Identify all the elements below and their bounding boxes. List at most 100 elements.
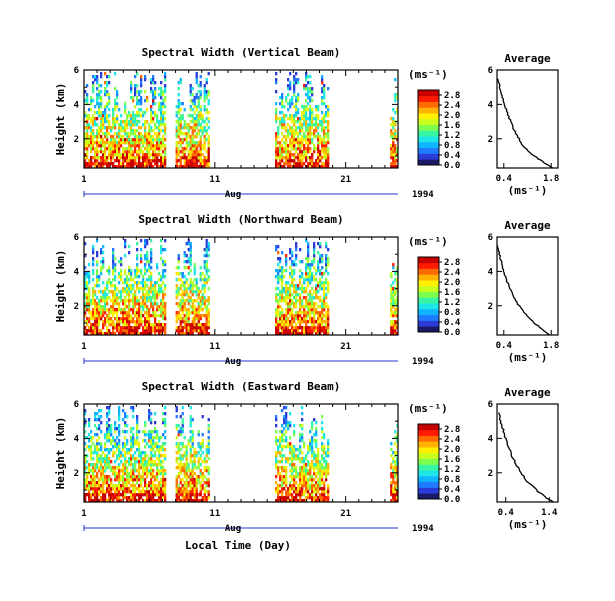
heatmap-cell xyxy=(100,165,103,169)
heatmap-cell xyxy=(96,144,99,148)
heatmap-cell xyxy=(164,84,167,88)
heatmap-cell xyxy=(179,305,182,309)
heatmap-cell xyxy=(295,448,298,452)
heatmap-cell xyxy=(293,499,296,503)
heatmap-cell xyxy=(199,487,202,491)
heatmap-cell xyxy=(283,329,286,333)
heatmap-cell xyxy=(205,111,208,115)
heatmap-cell xyxy=(285,302,288,306)
heatmap-cell xyxy=(92,248,95,252)
heatmap-cell xyxy=(90,326,93,330)
heatmap-cell xyxy=(92,257,95,261)
heatmap-cell xyxy=(193,156,196,160)
heatmap-cell xyxy=(84,448,87,452)
heatmap-cell xyxy=(187,248,190,252)
heatmap-cell xyxy=(106,448,109,452)
heatmap-cell xyxy=(152,150,155,154)
heatmap-cell xyxy=(394,123,397,127)
heatmap-cell xyxy=(138,490,141,494)
heatmap-cell xyxy=(142,287,145,291)
heatmap-cell xyxy=(164,165,167,169)
heatmap-cell xyxy=(148,308,151,312)
heatmap-cell xyxy=(319,478,322,482)
heatmap-cell xyxy=(317,478,320,482)
heatmap-cell xyxy=(315,129,318,133)
heatmap-cell xyxy=(102,120,105,124)
heatmap-cell xyxy=(160,323,163,327)
heatmap-cell xyxy=(140,314,143,318)
heatmap-cell xyxy=(128,251,131,255)
heatmap-cell xyxy=(275,299,278,303)
heatmap-cell xyxy=(185,320,188,324)
heatmap-cell xyxy=(88,493,91,497)
heatmap-cell xyxy=(181,427,184,431)
heatmap-cell xyxy=(150,305,153,309)
heatmap-cell xyxy=(195,72,198,76)
heatmap-cell xyxy=(128,326,131,330)
heatmap-cell xyxy=(207,248,210,252)
heatmap-cell xyxy=(177,132,180,136)
heatmap-cell xyxy=(162,117,165,121)
heatmap-cell xyxy=(305,99,308,103)
heatmap-cell xyxy=(203,332,206,336)
heatmap-cell xyxy=(116,156,119,160)
heatmap-cell xyxy=(116,493,119,497)
heatmap-cell xyxy=(281,165,284,169)
heatmap-cell xyxy=(114,99,117,103)
heatmap-cell xyxy=(323,162,326,166)
heatmap-cell xyxy=(88,290,91,294)
heatmap-cell xyxy=(156,147,159,151)
heatmap-cell xyxy=(275,81,278,85)
heatmap-cell xyxy=(148,123,151,127)
heatmap-cell xyxy=(199,153,202,157)
heatmap-cell xyxy=(313,305,316,309)
heatmap-cell xyxy=(195,144,198,148)
heatmap-cell xyxy=(96,254,99,258)
heatmap-cell xyxy=(321,87,324,91)
heatmap-cell xyxy=(325,287,328,291)
heatmap-cell xyxy=(132,156,135,160)
heatmap-cell xyxy=(195,153,198,157)
heatmap-cell xyxy=(96,484,99,488)
heatmap-cell xyxy=(191,108,194,112)
heatmap-cell xyxy=(92,329,95,333)
heatmap-cell xyxy=(108,439,111,443)
heatmap-cell xyxy=(110,332,113,336)
heatmap-cell xyxy=(118,275,121,279)
heatmap-cell xyxy=(293,487,296,491)
heatmap-cell xyxy=(90,299,93,303)
heatmap-cell xyxy=(86,308,89,312)
heatmap-cell xyxy=(285,153,288,157)
heatmap-cell xyxy=(106,165,109,169)
heatmap-cell xyxy=(285,269,288,273)
heatmap-cell xyxy=(84,156,87,160)
heatmap-cell xyxy=(114,108,117,112)
heatmap-cell xyxy=(323,90,326,94)
heatmap-cell xyxy=(122,490,125,494)
heatmap-cell xyxy=(98,469,101,473)
heatmap-cell xyxy=(130,460,133,464)
heatmap-cell xyxy=(134,469,137,473)
heatmap-cell xyxy=(275,153,278,157)
heatmap-cell xyxy=(108,296,111,300)
heatmap-cell xyxy=(289,150,292,154)
heatmap-cell xyxy=(321,126,324,130)
heatmap-cell xyxy=(195,314,198,318)
heatmap-cell xyxy=(199,272,202,276)
heatmap-cell xyxy=(323,281,326,285)
heatmap-cell xyxy=(323,493,326,497)
heatmap-cell xyxy=(96,99,99,103)
heatmap-cell xyxy=(86,132,89,136)
heatmap-cell xyxy=(162,305,165,309)
heatmap-cell xyxy=(281,96,284,100)
heatmap-cell xyxy=(189,290,192,294)
heatmap-cell xyxy=(162,272,165,276)
heatmap-cell xyxy=(299,299,302,303)
heatmap-cell xyxy=(98,436,101,440)
heatmap-cell xyxy=(327,451,330,455)
heatmap-cell xyxy=(90,132,93,136)
heatmap-cell xyxy=(136,254,139,258)
heatmap-cell xyxy=(150,147,153,151)
heatmap-cell xyxy=(156,457,159,461)
heatmap-cell xyxy=(175,120,178,124)
